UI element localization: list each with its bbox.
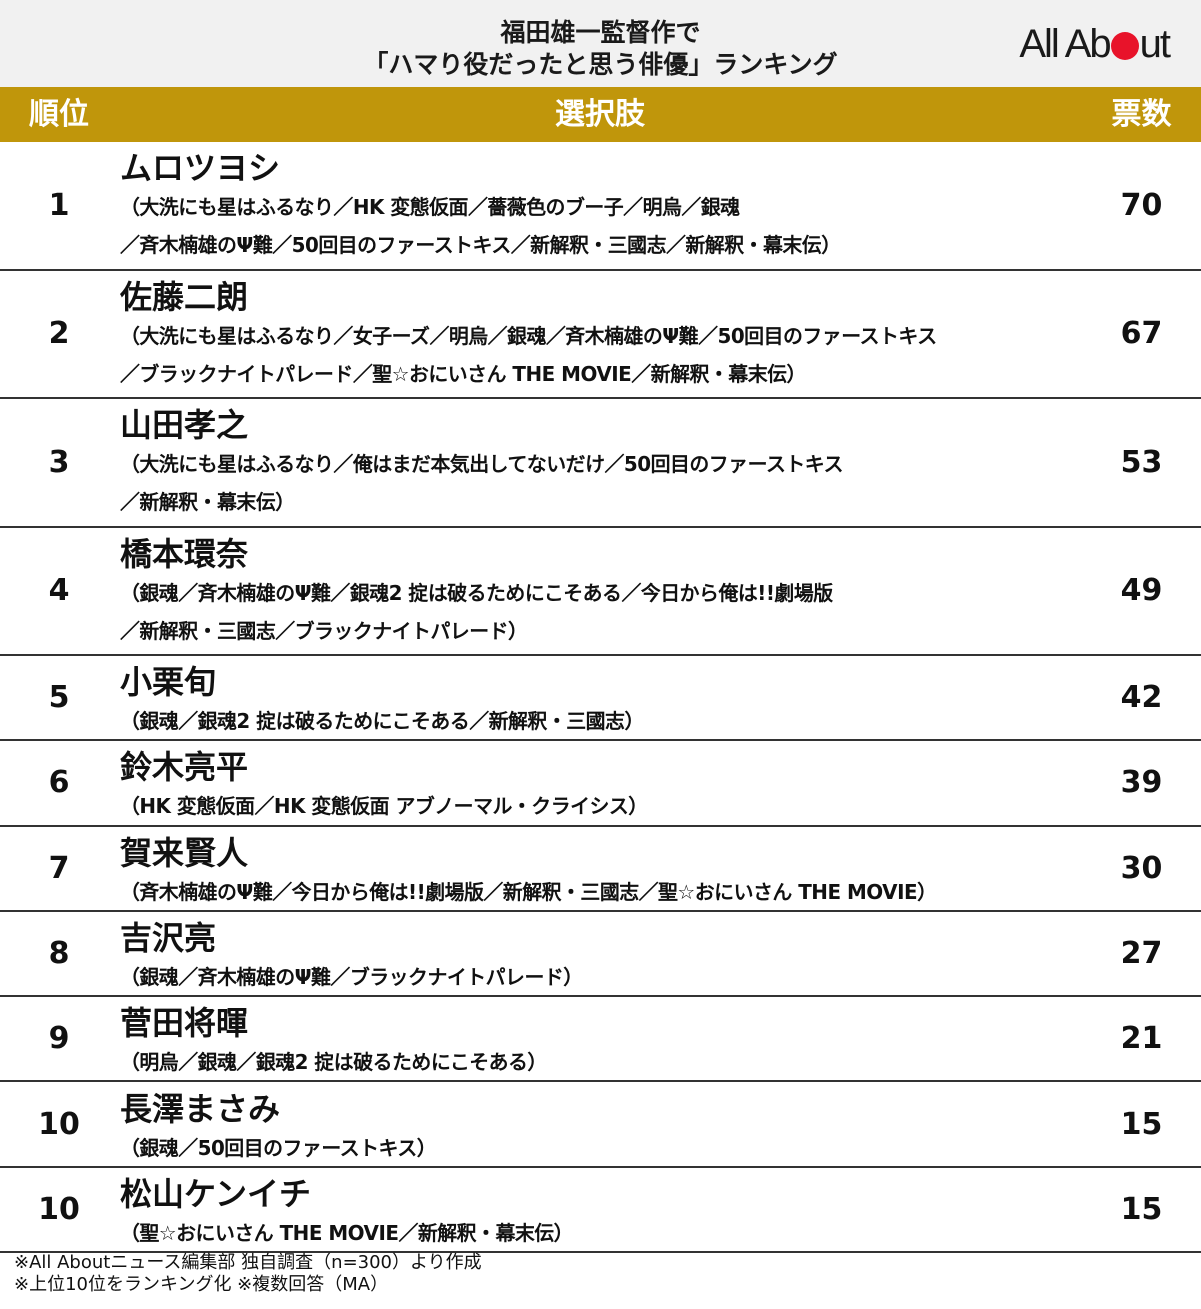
works-line: （銀魂／斉木楠雄のΨ難／ブラックナイトパレード）: [120, 964, 583, 989]
works-line: （聖☆おにいさん THE MOVIE／新解釈・幕末伝）: [120, 1220, 574, 1245]
rank-cell: 9: [48, 1021, 70, 1057]
choice-cell: 賀来賢人 （斉木楠雄のΨ難／今日から俺は!!劇場版／新解釈・三國志／聖☆おにいさん…: [120, 833, 1080, 911]
choice-cell: 吉沢亮 （銀魂／斉木楠雄のΨ難／ブラックナイトパレード）: [120, 918, 1080, 996]
table-row: 2 佐藤二朗 （大洗にも星はふるなり／女子ーズ／明烏／銀魂／斉木楠雄のΨ難／50回目…: [0, 271, 1201, 399]
actor-name: 長澤まさみ: [120, 1089, 281, 1128]
votes-cell: 42: [1120, 680, 1163, 716]
works-line: （銀魂／銀魂2 掟は破るためにこそある／新解釈・三國志）: [120, 709, 644, 733]
chart-title-line-1: 福田雄一監督作で: [500, 18, 701, 47]
chart-title-line-2: 「ハマり役だったと思う俳優」ランキング: [363, 50, 838, 79]
actor-name: 松山ケンイチ: [120, 1174, 312, 1213]
table-row: 9 菅田将暉 （明烏／銀魂／銀魂2 掟は破るためにこそある） 21: [0, 997, 1201, 1083]
votes-cell: 21: [1120, 1021, 1163, 1057]
works-line: （銀魂／50回目のファーストキス）: [120, 1135, 437, 1160]
works-line: （大洗にも星はふるなり／女子ーズ／明烏／銀魂／斉木楠雄のΨ難／50回目のファース…: [120, 323, 937, 348]
rank-cell: 10: [38, 1191, 80, 1227]
votes-cell: 30: [1120, 850, 1163, 886]
actor-name: 小栗旬: [120, 663, 217, 701]
choice-cell: ムロツヨシ （大洗にも星はふるなり／HK 変態仮面／薔薇色のブー子／明烏／銀魂 ／斉…: [120, 148, 1080, 264]
actor-name: 賀来賢人: [120, 833, 249, 872]
works-line: （銀魂／斉木楠雄のΨ難／銀魂2 掟は破るためにこそある／今日から俺は!!劇場版: [120, 580, 833, 605]
works-line: （HK 変態仮面／HK 変態仮面 アブノーマル・クライシス）: [120, 794, 648, 819]
votes-cell: 15: [1120, 1191, 1163, 1227]
table-row: 3 山田孝之 （大洗にも星はふるなり／俺はまだ本気出してないだけ／50回目のファース…: [0, 399, 1201, 528]
title-area: 福田雄一監督作で 「ハマり役だったと思う俳優」ランキング All Ab ut: [0, 0, 1201, 87]
choice-cell: 橋本環奈 （銀魂／斉木楠雄のΨ難／銀魂2 掟は破るためにこそある／今日から俺は!!…: [120, 534, 1080, 650]
works-line: ／ブラックナイトパレード／聖☆おにいさん THE MOVIE／新解釈・幕末伝）: [120, 361, 806, 386]
logo-text-left: All Ab: [1019, 22, 1111, 66]
table-row: 8 吉沢亮 （銀魂／斉木楠雄のΨ難／ブラックナイトパレード） 27: [0, 912, 1201, 998]
rank-cell: 2: [48, 316, 70, 352]
votes-cell: 15: [1120, 1106, 1163, 1142]
footer-note-source: ※All Aboutニュース編集部 独自調査（n=300）より作成: [14, 1252, 482, 1273]
footer-note-method: ※上位10位をランキング化 ※複数回答（MA）: [14, 1274, 389, 1295]
logo-red-dot-icon: [1110, 32, 1139, 60]
table-row: 5 小栗旬 （銀魂／銀魂2 掟は破るためにこそある／新解釈・三國志） 42: [0, 656, 1201, 742]
table-row: 10 松山ケンイチ （聖☆おにいさん THE MOVIE／新解釈・幕末伝） 15: [0, 1168, 1201, 1254]
actor-name: 菅田将暉: [120, 1004, 249, 1043]
rank-cell: 1: [48, 187, 70, 223]
actor-name: 橋本環奈: [120, 534, 249, 573]
actor-name: 鈴木亮平: [120, 748, 249, 787]
works-line: ／新解釈・幕末伝）: [120, 490, 295, 514]
actor-name: 佐藤二朗: [120, 277, 249, 316]
logo-text-right: ut: [1139, 22, 1171, 66]
votes-cell: 67: [1120, 316, 1163, 352]
choice-cell: 菅田将暉 （明烏／銀魂／銀魂2 掟は破るためにこそある）: [120, 1003, 1080, 1081]
works-line: （明烏／銀魂／銀魂2 掟は破るためにこそある）: [120, 1050, 547, 1075]
header-choice: 選択肢: [555, 97, 645, 132]
rank-cell: 4: [48, 573, 70, 609]
works-line: ／斉木楠雄のΨ難／50回目のファーストキス／新解釈・三國志／新解釈・幕末伝）: [120, 233, 841, 257]
choice-cell: 鈴木亮平 （HK 変態仮面／HK 変態仮面 アブノーマル・クライシス）: [120, 747, 1080, 825]
table-row: 4 橋本環奈 （銀魂／斉木楠雄のΨ難／銀魂2 掟は破るためにこそある／今日から俺は!…: [0, 528, 1201, 656]
rank-cell: 3: [48, 444, 70, 480]
rank-cell: 5: [48, 680, 70, 716]
header-rank: 順位: [29, 97, 89, 132]
choice-cell: 長澤まさみ （銀魂／50回目のファーストキス）: [120, 1089, 1080, 1167]
header-votes: 票数: [1111, 97, 1172, 132]
works-line: （大洗にも星はふるなり／俺はまだ本気出してないだけ／50回目のファーストキス: [120, 452, 844, 476]
choice-cell: 佐藤二朗 （大洗にも星はふるなり／女子ーズ／明烏／銀魂／斉木楠雄のΨ難／50回目の…: [120, 277, 1080, 393]
choice-cell: 松山ケンイチ （聖☆おにいさん THE MOVIE／新解釈・幕末伝）: [120, 1174, 1080, 1252]
footer-notes: ※All Aboutニュース編集部 独自調査（n=300）より作成 ※上位10位…: [14, 1252, 482, 1296]
actor-name: 吉沢亮: [120, 918, 217, 957]
votes-cell: 53: [1120, 444, 1163, 480]
choice-cell: 山田孝之 （大洗にも星はふるなり／俺はまだ本気出してないだけ／50回目のファースト…: [120, 405, 1080, 521]
works-line: ／新解釈・三國志／ブラックナイトパレード）: [120, 618, 528, 643]
table-row: 6 鈴木亮平 （HK 変態仮面／HK 変態仮面 アブノーマル・クライシス） 39: [0, 741, 1201, 827]
choice-cell: 小栗旬 （銀魂／銀魂2 掟は破るためにこそある／新解釈・三國志）: [120, 662, 1080, 740]
actor-name: ムロツヨシ: [120, 149, 281, 187]
allabout-logo: All Ab ut: [1019, 22, 1171, 66]
votes-cell: 39: [1120, 765, 1163, 801]
table-header: 順位 選択肢 票数: [0, 87, 1201, 142]
rank-cell: 7: [48, 850, 70, 886]
votes-cell: 27: [1120, 936, 1163, 972]
rank-cell: 6: [48, 765, 70, 801]
votes-cell: 70: [1120, 187, 1163, 223]
votes-cell: 49: [1120, 573, 1163, 609]
rank-cell: 10: [38, 1106, 80, 1142]
works-line: （大洗にも星はふるなり／HK 変態仮面／薔薇色のブー子／明烏／銀魂: [120, 195, 740, 219]
rank-cell: 8: [48, 936, 70, 972]
works-line: （斉木楠雄のΨ難／今日から俺は!!劇場版／新解釈・三國志／聖☆おにいさん THE…: [120, 879, 937, 904]
table-row: 7 賀来賢人 （斉木楠雄のΨ難／今日から俺は!!劇場版／新解釈・三國志／聖☆おにいさ…: [0, 827, 1201, 912]
actor-name: 山田孝之: [120, 406, 249, 444]
table-row: 10 長澤まさみ （銀魂／50回目のファーストキス） 15: [0, 1083, 1201, 1168]
table-row: 1 ムロツヨシ （大洗にも星はふるなり／HK 変態仮面／薔薇色のブー子／明烏／銀魂 ／…: [0, 142, 1201, 271]
